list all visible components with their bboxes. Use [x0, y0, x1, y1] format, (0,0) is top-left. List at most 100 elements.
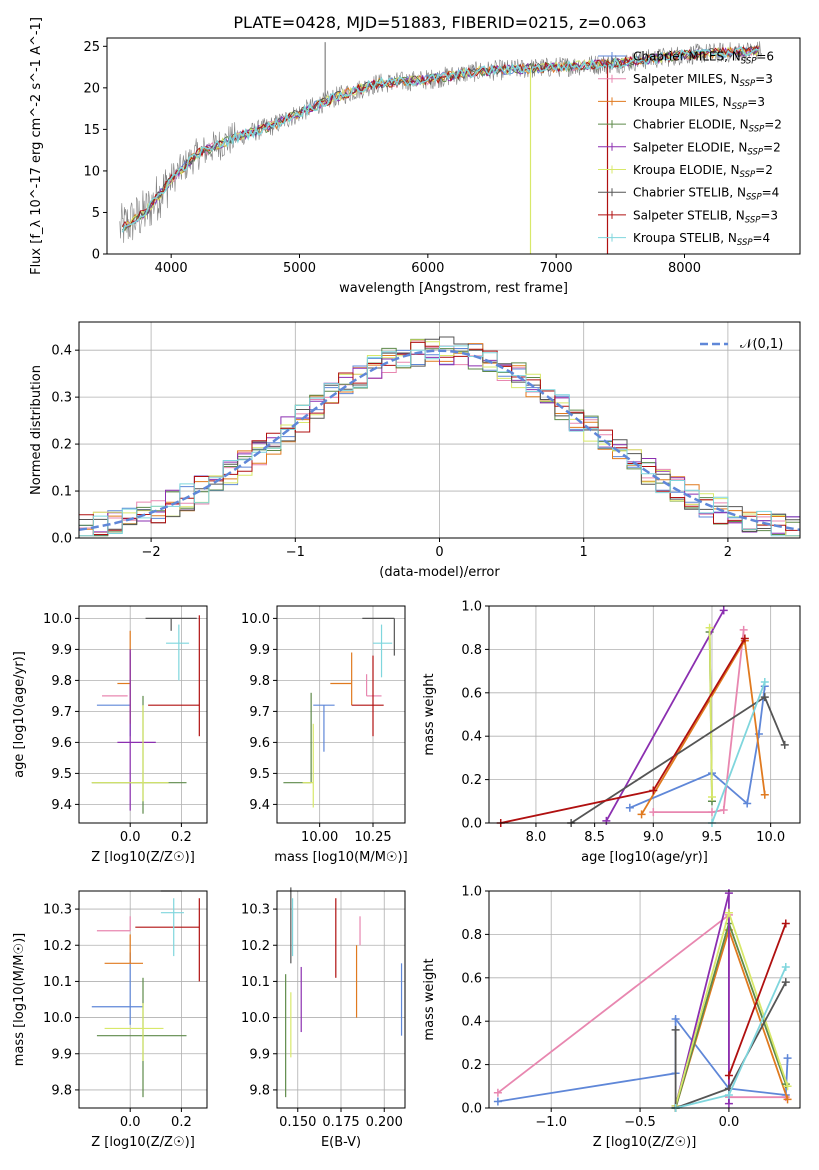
- y-tick-label: 10.0: [241, 612, 270, 627]
- y-axis-label: age [log10(age/yr)]: [12, 651, 27, 778]
- legend-label-4: Chabrier ELODIE, NSSP=2: [633, 118, 782, 135]
- x-tick-label: 10.25: [354, 830, 391, 845]
- mass-weight-marker: [783, 1082, 792, 1091]
- x-axis-label: wavelength [Angstrom, rest frame]: [339, 281, 568, 296]
- x-tick-label: 10.0: [756, 830, 785, 845]
- y-tick-label: 0.8: [461, 643, 482, 658]
- x-tick-label: 8.5: [584, 830, 605, 845]
- x-tick-label: 0: [435, 545, 443, 560]
- mass-weight-marker: [602, 816, 611, 825]
- legend-label-normal: 𝒩(0,1): [740, 337, 783, 352]
- y-tick-label: 20: [83, 81, 100, 96]
- mass-weight-marker: [740, 634, 749, 643]
- x-axis-label: E(B-V): [321, 1135, 361, 1150]
- x-tick-label: 7000: [540, 261, 573, 276]
- legend-label-end: =4: [753, 231, 771, 245]
- x-tick-label: 9.5: [702, 830, 723, 845]
- legend-label-main: Kroupa STELIB, N: [633, 231, 737, 245]
- legend-label-end: =2: [763, 140, 781, 154]
- y-tick-label: 9.7: [249, 705, 270, 720]
- legend-label-main: Kroupa ELODIE, N: [633, 163, 740, 177]
- mass-weight-marker: [719, 606, 728, 615]
- x-tick-label: −2: [142, 545, 161, 560]
- mass-weight-line-7: [674, 981, 787, 1110]
- mass-weight-line-2: [653, 629, 745, 813]
- plot-frame: [488, 605, 801, 824]
- mass-weight-marker: [671, 1015, 680, 1024]
- legend-label-sub: SSP: [741, 57, 757, 67]
- x-tick-label: 4000: [155, 261, 188, 276]
- legend-label-sub: SSP: [732, 102, 748, 112]
- mass-weight-marker: [760, 677, 769, 686]
- y-tick-label: 1.0: [461, 600, 482, 615]
- legend-label-main: Kroupa MILES, N: [633, 95, 732, 109]
- legend-label-main: Chabrier MILES, N: [633, 50, 741, 64]
- x-axis-label: Z [log10(Z/Z☉)]: [593, 1135, 697, 1150]
- legend-label-sub: SSP: [740, 170, 756, 180]
- mass-weight-marker: [724, 889, 733, 898]
- panel-spectrum: 4000 5000 6000 7000 8000 0 5 10 15 20 25 wavelength…: [29, 17, 801, 296]
- y-tick-label: 0.2: [461, 773, 482, 788]
- y-tick-label: 9.6: [51, 736, 72, 751]
- mass-weight-marker: [783, 1095, 792, 1104]
- legend-label-end: =2: [755, 163, 773, 177]
- legend-label-sub: SSP: [749, 125, 765, 135]
- y-tick-label: 9.9: [51, 643, 72, 658]
- y-tick-label: 10: [83, 164, 100, 179]
- y-tick-label: 0.6: [461, 971, 482, 986]
- plot-frame: [78, 321, 801, 539]
- y-tick-label: 0.1: [51, 485, 72, 500]
- y-tick-label: 9.8: [249, 674, 270, 689]
- y-tick-label: 10.2: [43, 939, 72, 954]
- y-tick-label: 15: [83, 123, 100, 138]
- mass-weight-line-1: [497, 1016, 789, 1103]
- y-tick-label: 0.4: [461, 730, 482, 745]
- legend-label-sub: SSP: [746, 193, 762, 203]
- model-line-5: [121, 45, 760, 232]
- mass-weight-marker: [649, 808, 658, 817]
- x-tick-label: −1.0: [535, 1115, 567, 1130]
- model-line-9: [121, 46, 759, 233]
- x-tick-label: 8000: [668, 261, 701, 276]
- x-tick-label: 6000: [411, 261, 444, 276]
- mass-weight-marker: [724, 1090, 733, 1099]
- x-tick-label: 0.150: [279, 1115, 316, 1130]
- y-tick-label: 9.9: [51, 1047, 72, 1062]
- mass-weight-marker: [493, 1088, 502, 1097]
- legend-label-2: Salpeter MILES, NSSP=3: [633, 72, 773, 89]
- mass-weight-marker: [760, 693, 769, 702]
- mass-weight-marker: [493, 1097, 502, 1106]
- legend-label-end: =2: [764, 118, 782, 132]
- plot-frame: [78, 605, 208, 824]
- y-tick-label: 0.0: [461, 817, 482, 832]
- legend-label-end: =6: [756, 50, 774, 64]
- x-tick-label: 2: [724, 545, 732, 560]
- mass-weight-marker: [724, 908, 733, 917]
- panel-massweight-vs-Z: −1.0 −0.5 0.0 0.0 0.2 0.4 0.6 0.8 1.0 Z [log10(Z/…: [422, 885, 801, 1150]
- legend-label-end: =3: [760, 208, 778, 222]
- mass-weight-line-8: [500, 638, 746, 824]
- mass-weight-marker: [707, 792, 716, 801]
- legend-label-main: Salpeter STELIB, N: [633, 208, 745, 222]
- x-tick-label: 8.0: [526, 830, 547, 845]
- x-axis-label: Z [log10(Z/Z☉)]: [91, 850, 195, 865]
- y-tick-label: 9.4: [51, 798, 72, 813]
- y-tick-label: 9.5: [249, 767, 270, 782]
- plot-frame: [488, 890, 801, 1109]
- mass-weight-marker: [781, 962, 790, 971]
- y-tick-label: 9.7: [51, 705, 72, 720]
- mass-weight-line-3: [674, 927, 789, 1109]
- panel-residuals: −2 −1 0 1 2 0.0 0.1 0.2 0.3 0.4 (data-model)/error…: [29, 321, 801, 580]
- legend-label-sub: SSP: [745, 215, 761, 225]
- mass-weight-line-6: [708, 627, 713, 798]
- y-tick-label: 0.0: [461, 1102, 482, 1117]
- y-tick-label: 9.9: [249, 643, 270, 658]
- y-tick-label: 0.2: [461, 1058, 482, 1073]
- legend-label-3: Kroupa MILES, NSSP=3: [633, 95, 765, 112]
- panel-mass-vs-EBV: 0.150 0.175 0.200 9.8 9.9 10.0 10.1 10.2 10.3 E(B…: [241, 887, 406, 1150]
- legend-label-sub: SSP: [747, 147, 763, 157]
- y-tick-label: 9.5: [51, 767, 72, 782]
- y-tick-label: 0.0: [51, 532, 72, 547]
- y-tick-label: 0.2: [51, 438, 72, 453]
- mass-weight-line-4: [674, 920, 787, 1109]
